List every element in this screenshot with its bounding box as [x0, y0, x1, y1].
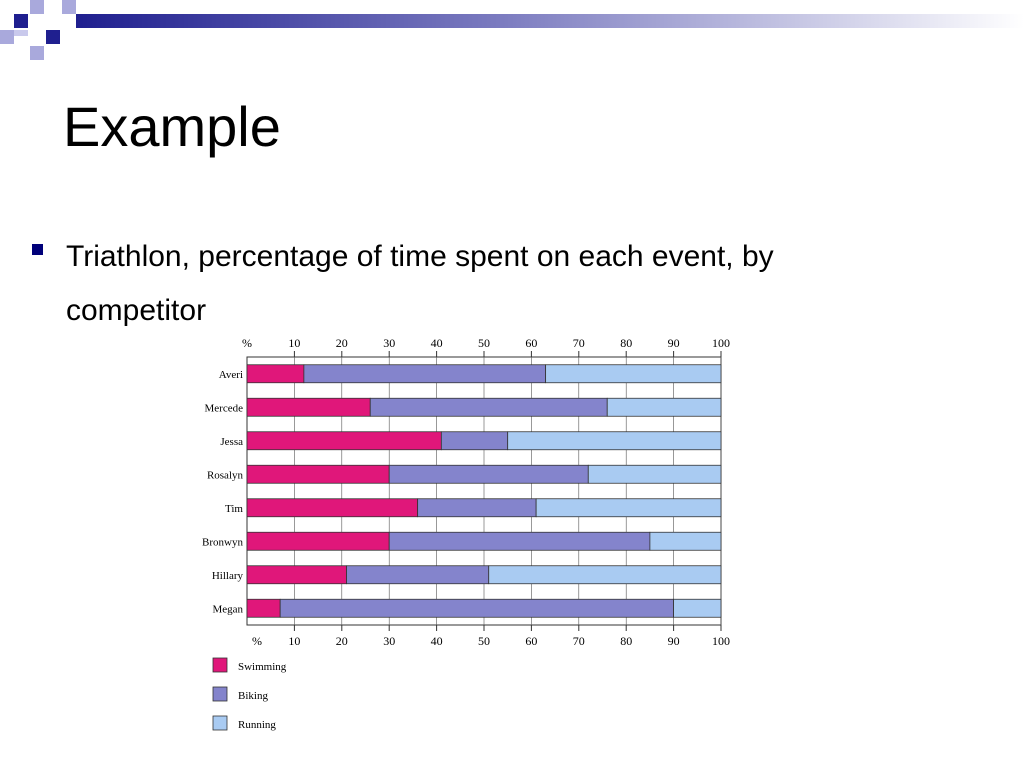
- tick-label-bottom: 20: [336, 634, 348, 648]
- legend-swatch: [212, 686, 228, 702]
- header-square-dark-2: [46, 30, 60, 44]
- bar-segment: [388, 531, 651, 551]
- header-square-light-4: [30, 46, 44, 60]
- category-label: Jessa: [220, 436, 243, 448]
- category-label: Averi: [219, 369, 243, 381]
- tick-label-bottom: 60: [525, 634, 537, 648]
- header-decoration: [0, 0, 1024, 60]
- bullet-square-icon: [32, 244, 43, 255]
- tick-label-top: 90: [668, 336, 680, 350]
- category-label: Mercede: [205, 402, 244, 414]
- bar-segment: [488, 565, 722, 585]
- legend-swatch: [212, 657, 228, 673]
- tick-label-top: 20: [336, 336, 348, 350]
- tick-label-top: 30: [383, 336, 395, 350]
- tick-label-bottom: 40: [431, 634, 443, 648]
- tick-label-top: 10: [288, 336, 300, 350]
- bar-segment: [369, 397, 608, 417]
- tick-label-top: 40: [431, 336, 443, 350]
- tick-label-top: 100: [712, 336, 730, 350]
- bar-segment: [649, 531, 722, 551]
- bar-segment: [246, 531, 390, 551]
- bar-segment: [417, 498, 537, 518]
- category-label: Hillary: [212, 570, 244, 582]
- bar-segment: [246, 464, 390, 484]
- legend-swatch: [212, 715, 228, 731]
- tick-label-bottom: 50: [478, 634, 490, 648]
- bar-segment: [606, 397, 722, 417]
- legend-label: Running: [238, 719, 276, 731]
- bar-segment: [507, 431, 722, 451]
- bar-segment: [246, 565, 347, 585]
- bullet-text: Triathlon, percentage of time spent on e…: [66, 240, 774, 327]
- tick-label-bottom: 80: [620, 634, 632, 648]
- bar-segment: [587, 464, 722, 484]
- tick-label-top: 60: [525, 336, 537, 350]
- header-gradient-bar: [76, 14, 1024, 28]
- bar-segment: [246, 598, 281, 618]
- legend-label: Swimming: [238, 661, 287, 673]
- axis-unit-label-bottom: %: [252, 634, 262, 648]
- tick-label-bottom: 10: [288, 634, 300, 648]
- category-label: Tim: [225, 503, 243, 515]
- bar-segment: [535, 498, 722, 518]
- bar-segment: [545, 364, 722, 384]
- legend-label: Biking: [238, 690, 268, 702]
- category-label: Bronwyn: [202, 536, 243, 548]
- tick-label-top: 80: [620, 336, 632, 350]
- bar-segment: [440, 431, 509, 451]
- bar-segment: [279, 598, 675, 618]
- bar-segment: [303, 364, 547, 384]
- header-square-light-1: [30, 0, 44, 14]
- header-square-light-2: [0, 30, 14, 44]
- header-square-light-5: [14, 30, 28, 36]
- bar-segment: [673, 598, 722, 618]
- header-square-light-3: [62, 0, 76, 14]
- bar-segment: [246, 431, 442, 451]
- axis-unit-label-top: %: [242, 336, 252, 350]
- tick-label-bottom: 100: [712, 634, 730, 648]
- tick-label-bottom: 90: [668, 634, 680, 648]
- chart-svg: 10 10 20 20 30 30 40 40 50 50 60 60 70 70 80 80 90 90 100 1…: [202, 336, 730, 731]
- bar-segment: [246, 397, 371, 417]
- bar-segment: [346, 565, 490, 585]
- tick-label-bottom: 70: [573, 634, 585, 648]
- bar-segment: [246, 364, 305, 384]
- triathlon-chart: 10 10 20 20 30 30 40 40 50 50 60 60 70 70 80 80 90 90 100 1…: [190, 325, 750, 750]
- slide-title: Example: [63, 95, 281, 158]
- bar-segment: [388, 464, 589, 484]
- tick-label-top: 50: [478, 336, 490, 350]
- category-label: Rosalyn: [207, 469, 244, 481]
- tick-label-top: 70: [573, 336, 585, 350]
- tick-label-bottom: 30: [383, 634, 395, 648]
- header-square-dark-1: [14, 14, 28, 28]
- category-label: Megan: [212, 603, 243, 615]
- bar-segment: [246, 498, 419, 518]
